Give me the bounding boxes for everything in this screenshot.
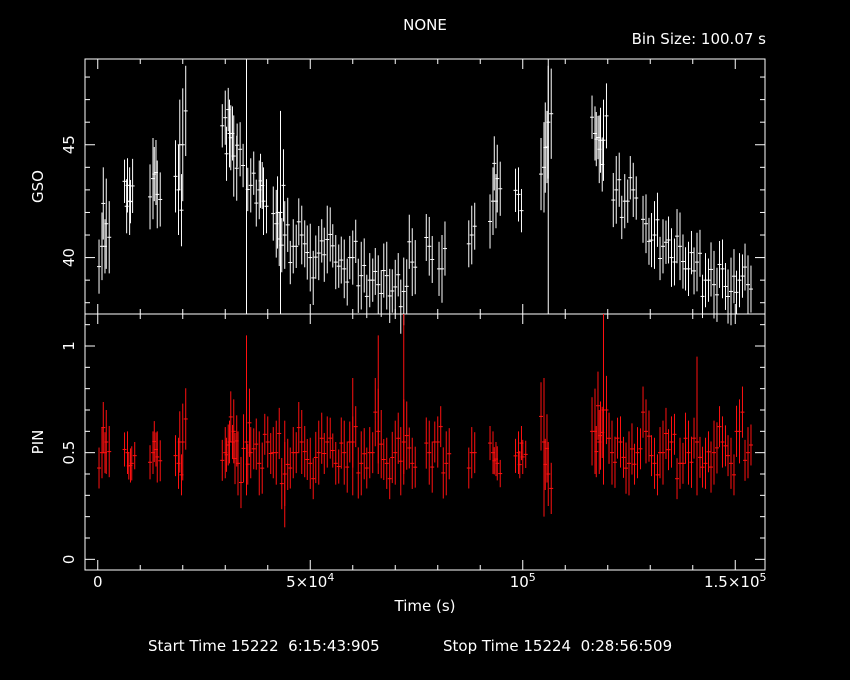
y-tick-label: 40	[60, 248, 78, 267]
footer-stop: Stop Time 15224 0:28:56:509	[443, 637, 672, 655]
y-tick-label: 0	[60, 555, 78, 565]
y-tick-label: 0.5	[60, 441, 78, 465]
x-tick-label: 5×104	[286, 571, 334, 591]
bin-size-label: Bin Size: 100.07 s	[631, 30, 766, 48]
panel-frame-gso	[84, 58, 766, 315]
start-time-label: Start Time	[148, 637, 227, 655]
start-time-value: 15222 6:15:43:905	[230, 637, 380, 655]
chart-title: NONE	[403, 16, 447, 34]
y-tick-label: 45	[60, 135, 78, 154]
x-tick-label: 0	[93, 573, 103, 591]
y-axis-label-pin: PIN	[29, 430, 47, 455]
x-axis-label: Time (s)	[394, 597, 456, 615]
x-tick-label: 1.5×105	[704, 571, 767, 591]
y-tick-label: 1	[60, 341, 78, 351]
stop-time-label: Stop Time	[443, 637, 519, 655]
panel-frame-pin	[84, 313, 766, 571]
x-tick-label: 105	[510, 571, 536, 591]
y-axis-label-gso: GSO	[29, 170, 47, 203]
stop-time-value: 15224 0:28:56:509	[523, 637, 673, 655]
footer-start: Start Time 15222 6:15:43:905	[148, 637, 380, 655]
